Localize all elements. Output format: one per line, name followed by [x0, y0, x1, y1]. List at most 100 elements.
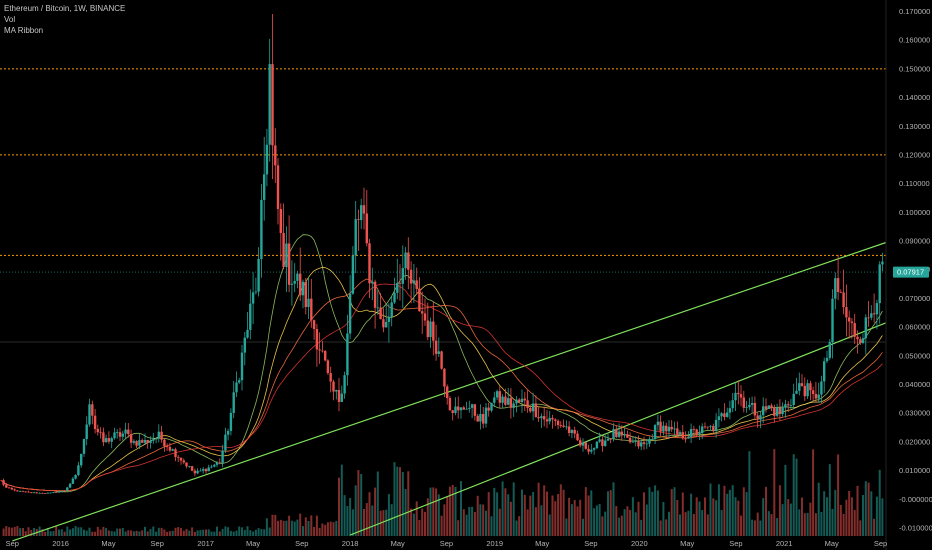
candle-body	[254, 291, 258, 293]
volume-bar	[102, 526, 105, 536]
candle-body	[559, 425, 562, 426]
candle-body	[127, 429, 130, 435]
volume-bar	[728, 489, 731, 536]
candle-body	[637, 441, 640, 447]
candle-body	[590, 449, 593, 452]
volume-bar	[80, 527, 83, 536]
candle-body	[357, 219, 360, 221]
trendline-lower[interactable]	[349, 322, 887, 536]
y-tick-label: 0.140000	[899, 93, 930, 102]
candle-body	[296, 273, 299, 281]
candle-body	[132, 441, 136, 443]
candle-body	[19, 490, 22, 492]
volume-bar	[762, 498, 765, 536]
candle-body	[756, 415, 759, 420]
candle-body	[562, 425, 565, 427]
candle-body	[573, 429, 576, 434]
volume-bar	[867, 482, 870, 536]
candle-body	[398, 282, 402, 284]
candle-body	[307, 298, 310, 307]
candle-body	[753, 403, 757, 416]
candle-body	[831, 298, 834, 343]
volume-bar	[155, 531, 158, 536]
y-tick-label: 0.070000	[899, 294, 930, 303]
candle-body	[712, 425, 715, 431]
volume-bar	[152, 526, 155, 536]
symbol-title[interactable]: Ethereum / Bitcoin, 1W, BINANCE	[4, 4, 126, 13]
candle-body	[93, 415, 97, 429]
volume-bar	[512, 482, 515, 536]
volume-bar	[801, 497, 803, 536]
candle-body	[346, 333, 349, 376]
volume-bar	[648, 487, 651, 536]
y-axis[interactable]: 0.170000 0.160000 0.150000 0.140000 0.130000…	[899, 7, 932, 533]
candle-body	[720, 413, 723, 417]
volume-bar	[41, 529, 44, 536]
candle-body	[202, 469, 205, 471]
candle-body	[523, 398, 526, 401]
candle-body	[656, 421, 660, 426]
volume-bar	[302, 526, 304, 536]
trendlines[interactable]	[12, 241, 887, 542]
volume-bar	[579, 499, 582, 536]
candle-body	[437, 351, 440, 354]
volume-bar	[315, 515, 318, 536]
candle-body	[168, 446, 172, 451]
candle-body	[850, 321, 854, 324]
candle-body	[362, 205, 366, 214]
volume-bar	[238, 526, 241, 536]
volume-bar	[773, 449, 776, 536]
x-axis[interactable]: Sep 2016 May Sep 2017 May Sep 2018 May Sep 2019 May…	[6, 539, 888, 548]
candle-body	[409, 269, 413, 284]
volume-bar	[731, 485, 734, 536]
candle-body	[750, 403, 754, 405]
volume-bar	[742, 487, 745, 536]
volume-bar	[720, 509, 723, 536]
volume-bar	[831, 509, 834, 536]
volume-indicator-label[interactable]: Vol	[4, 15, 16, 24]
volume-bar	[149, 529, 152, 536]
horizontal-levels	[0, 68, 886, 343]
candle-body	[432, 321, 435, 341]
y-tick-label: -0.000000	[899, 495, 932, 504]
volume-bar	[382, 510, 385, 536]
volume-bar	[213, 531, 216, 536]
volume-bar	[562, 489, 565, 536]
trendline-upper[interactable]	[12, 241, 887, 542]
candle-body	[698, 433, 701, 435]
candle-body	[501, 396, 504, 403]
volume-bar	[321, 523, 324, 536]
volume-bar	[196, 530, 199, 536]
ma-ribbon-indicator-label[interactable]: MA Ribbon	[4, 26, 44, 35]
candle-body	[792, 393, 795, 405]
ma-line-50	[0, 283, 883, 492]
candle-body	[154, 438, 158, 440]
candle-body	[387, 317, 391, 322]
volume-bar	[199, 530, 202, 536]
volume-bar	[523, 494, 526, 536]
candle-body	[470, 404, 474, 408]
candle-body	[312, 320, 316, 329]
volume-bar	[346, 506, 349, 536]
volume-bar	[241, 527, 243, 536]
candle-body	[623, 434, 626, 436]
volume-bar	[130, 530, 133, 536]
y-tick-label: 0.120000	[899, 150, 930, 159]
candle-body	[110, 438, 113, 442]
candle-body	[487, 407, 490, 411]
candle-body	[551, 417, 554, 420]
volume-bar	[271, 514, 274, 536]
candle-body	[229, 412, 233, 431]
volume-bar	[673, 487, 676, 536]
candle-body	[520, 398, 524, 403]
candle-body	[692, 429, 696, 430]
candle-body	[426, 320, 429, 338]
volume-bar	[83, 529, 85, 536]
candle-body	[232, 392, 235, 413]
volume-bar	[789, 503, 792, 536]
y-tick-label: 0.030000	[899, 409, 930, 418]
candle-body	[809, 383, 812, 391]
volume-bar	[113, 531, 116, 536]
volume-bar	[698, 501, 701, 536]
